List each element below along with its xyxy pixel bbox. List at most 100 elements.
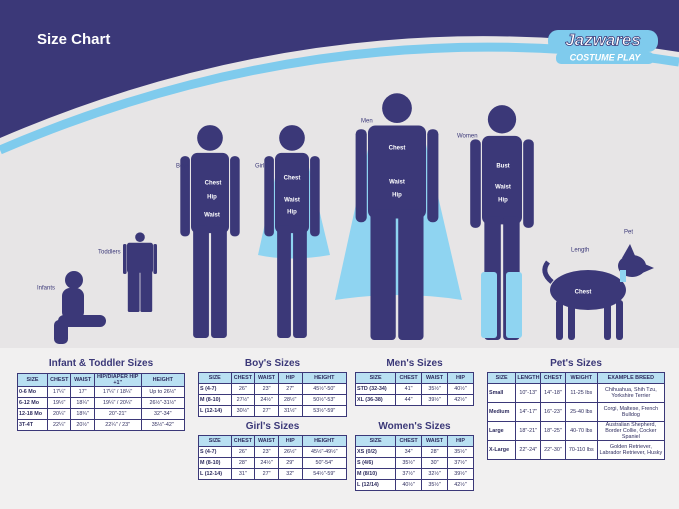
leg bbox=[127, 270, 140, 312]
table-cell: 17" bbox=[70, 386, 95, 398]
table-header-row: SIZE CHEST WAIST HIP/DIAPER HIP +1" HEIGHT bbox=[16, 373, 186, 387]
arm bbox=[230, 156, 240, 237]
table-cell: 22"-30" bbox=[540, 440, 566, 460]
measure-label: Waist bbox=[389, 180, 405, 186]
table-row: Medium 14"-17" 16"-23" 25-40 lbs Corgi, Malt… bbox=[486, 402, 666, 422]
table-cell: 35½" bbox=[421, 383, 449, 395]
table-header-row: SIZE CHEST WAIST HIP HEIGHT bbox=[198, 372, 348, 384]
table-cell: S (4/6) bbox=[354, 457, 397, 469]
table-cell: M (8-10) bbox=[198, 457, 232, 469]
table-cell: 32½" bbox=[421, 468, 449, 480]
table-cell: 23" bbox=[254, 383, 279, 395]
table-cell: 12-18 Mo bbox=[16, 408, 49, 420]
table-cell: 41" bbox=[395, 383, 423, 395]
arm bbox=[123, 244, 127, 274]
torso bbox=[368, 125, 426, 219]
table-cell: 6-12 Mo bbox=[16, 397, 49, 409]
logo-badge bbox=[548, 30, 658, 52]
measure-label: Bust bbox=[496, 164, 509, 170]
torso bbox=[191, 152, 229, 234]
arm bbox=[153, 244, 157, 274]
measure-label: Hip bbox=[207, 195, 217, 201]
size-table: SIZE CHEST WAIST HIP STD (32-34) 41" 35½" 40½" X… bbox=[354, 372, 474, 406]
head bbox=[279, 125, 305, 151]
logo-sub-badge bbox=[556, 52, 654, 64]
table-cell: 26" bbox=[230, 446, 256, 458]
table-cell: 44" bbox=[395, 394, 423, 406]
table-header-row: SIZE LENGTH CHEST WEIGHT EXAMPLE BREED bbox=[486, 372, 666, 384]
table-row: S (4-7) 26" 23" 26½" 45½"-49½" bbox=[198, 446, 348, 458]
table-cell: 37½" bbox=[447, 457, 474, 469]
table-cell: 18¾" bbox=[70, 408, 95, 420]
table-cell: 32"-34" bbox=[140, 408, 186, 420]
size-table: SIZE LENGTH CHEST WEIGHT EXAMPLE BREED Small 1… bbox=[486, 372, 666, 460]
table-header-cell: SIZE bbox=[198, 435, 232, 447]
table-cell: 17¼" bbox=[47, 386, 72, 398]
table-cell: S (4-7) bbox=[198, 383, 232, 395]
table-header-cell: HEIGHT bbox=[301, 435, 348, 447]
arm bbox=[310, 156, 320, 237]
table-title: Pet's Sizes bbox=[550, 358, 602, 369]
figure-label: Infants bbox=[37, 286, 55, 292]
header-band bbox=[0, 0, 679, 138]
table-row: S (4-7) 26" 23" 27" 45½"-50" bbox=[198, 383, 348, 395]
table-row: 6-12 Mo 19½" 18¼" 19¼" / 20¼" 26½"-31½" bbox=[16, 397, 186, 409]
measure-label: Waist bbox=[495, 185, 511, 191]
figure-label: Men bbox=[361, 119, 373, 125]
table-cell: Up to 26½" bbox=[140, 386, 186, 398]
figure-label: Toddlers bbox=[98, 250, 121, 256]
table-cell: 18¼" bbox=[70, 397, 95, 409]
table-header-row: SIZE CHEST WAIST HIP HEIGHT bbox=[198, 435, 348, 447]
table-cell: 35½" bbox=[395, 457, 423, 469]
table-cell: 22¼" / 23" bbox=[93, 419, 142, 431]
table-cell: Chihuahua, Shih Tzu, Yorkshire Terrier bbox=[596, 383, 666, 403]
size-table: SIZE CHEST WAIST HIP HEIGHT S (4-7) 26" 23" 27" 4… bbox=[198, 372, 348, 417]
table-header-cell: CHEST bbox=[395, 372, 423, 384]
table-cell: 31" bbox=[230, 468, 256, 480]
table-cell: 50"-54" bbox=[301, 457, 348, 469]
table-row: Small 10"-13" 14"-18" 11-25 lbs Chihuahua, S… bbox=[486, 383, 666, 403]
figure-labels: Infants Toddlers Boys Girls Men Women Pe… bbox=[37, 119, 633, 292]
table-header-cell: CHEST bbox=[47, 373, 72, 387]
table-cell: 11-25 lbs bbox=[564, 383, 598, 403]
logo-sub: COSTUME PLAY bbox=[570, 52, 642, 62]
table-cell: X-Large bbox=[486, 440, 517, 460]
table-cell: 42½" bbox=[447, 479, 474, 491]
measure-label: Chest bbox=[284, 176, 301, 182]
table-cell: 20"-21" bbox=[93, 408, 142, 420]
table-row: 0-6 Mo 17¼" 17" 17¼" / 18¼" Up to 26½" bbox=[16, 386, 186, 398]
table-header-cell: WAIST bbox=[254, 372, 279, 384]
table-cell: 70-110 lbs bbox=[564, 440, 598, 460]
table-cell: M (8/10) bbox=[354, 468, 397, 480]
table-cell: 35½"-42" bbox=[140, 419, 186, 431]
measure-label: Waist bbox=[284, 198, 300, 204]
arm bbox=[427, 129, 439, 223]
measure-label: Waist bbox=[204, 213, 220, 219]
table-row: M (8-10) 28" 24½" 29" 50"-54" bbox=[198, 457, 348, 469]
table-header-cell: HIP bbox=[447, 435, 474, 447]
table-cell: M (8-10) bbox=[198, 394, 232, 406]
table-cell: L (12-14) bbox=[198, 405, 232, 417]
arm bbox=[264, 156, 274, 237]
arm bbox=[355, 129, 367, 223]
dog-leg bbox=[616, 300, 623, 340]
table-cell: 22¼" bbox=[47, 419, 72, 431]
table-cell: 24½" bbox=[254, 457, 279, 469]
table-cell: 20½" bbox=[70, 419, 95, 431]
leg bbox=[140, 270, 153, 312]
table-cell: 18"-21" bbox=[515, 421, 542, 441]
table-cell: 14"-17" bbox=[515, 402, 542, 422]
table-cell: 23" bbox=[254, 446, 279, 458]
table-cell: 28" bbox=[230, 457, 256, 469]
table-cell: 25-40 lbs bbox=[564, 402, 598, 422]
table-cell: 17¼" / 18¼" bbox=[93, 386, 142, 398]
table-row: L (12/14) 40½" 35½" 42½" bbox=[354, 479, 474, 491]
table-header-cell: SIZE bbox=[354, 372, 397, 384]
table-row: S (4/6) 35½" 30" 37½" bbox=[354, 457, 474, 469]
logo-brand: Jazwares bbox=[565, 30, 641, 49]
table-cell: 29" bbox=[277, 457, 303, 469]
torso bbox=[127, 242, 153, 273]
table-header-cell: CHEST bbox=[395, 435, 423, 447]
table-cell: 10"-13" bbox=[515, 383, 542, 403]
table-cell: Medium bbox=[486, 402, 517, 422]
